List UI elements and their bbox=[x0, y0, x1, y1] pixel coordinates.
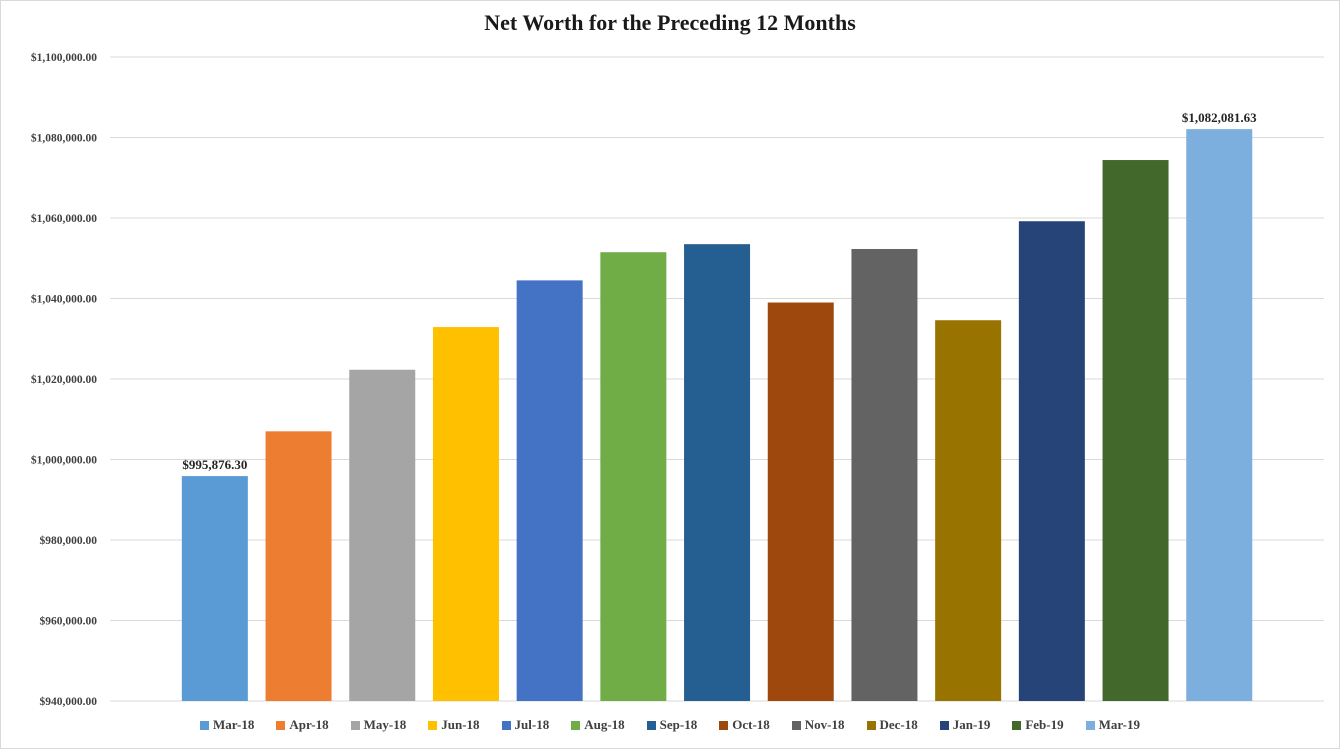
legend-label: Dec-18 bbox=[879, 717, 918, 732]
legend-label: Feb-19 bbox=[1025, 717, 1064, 732]
legend-item: Dec-18 bbox=[866, 717, 918, 733]
legend-swatch bbox=[1085, 720, 1095, 730]
legend-swatch bbox=[428, 720, 438, 730]
data-label: $1,082,081.63 bbox=[1182, 110, 1257, 125]
legend-item: Aug-18 bbox=[571, 717, 625, 733]
legend-swatch bbox=[939, 720, 949, 730]
legend-item: Apr-18 bbox=[276, 717, 329, 733]
legend-swatch bbox=[350, 720, 360, 730]
legend: Mar-18 Apr-18 May-18 Jun-18 Jul-18 Aug-18 Sep-… bbox=[0, 717, 1340, 733]
legend-label: Jun-18 bbox=[441, 717, 480, 732]
bar-feb-19 bbox=[1102, 160, 1169, 702]
legend-label: Apr-18 bbox=[289, 717, 329, 732]
legend-swatch bbox=[276, 720, 286, 730]
bar-jan-19 bbox=[1018, 221, 1085, 701]
bars bbox=[181, 129, 1253, 702]
y-tick-label: $1,020,000.00 bbox=[31, 373, 97, 386]
legend-label: May-18 bbox=[363, 717, 407, 732]
legend-item: Jul-18 bbox=[501, 717, 550, 733]
legend-label: Nov-18 bbox=[804, 717, 845, 732]
legend-label: Jan-19 bbox=[952, 717, 991, 732]
legend-swatch bbox=[501, 720, 511, 730]
legend-label: Aug-18 bbox=[584, 717, 625, 732]
legend-item: Jan-19 bbox=[939, 717, 991, 733]
y-tick-label: $1,100,000.00 bbox=[31, 51, 97, 64]
bar-nov-18 bbox=[851, 248, 918, 701]
bar-sep-18 bbox=[684, 244, 751, 701]
legend-item: Mar-19 bbox=[1085, 717, 1140, 733]
legend-swatch bbox=[1012, 720, 1022, 730]
y-tick-label: $980,000.00 bbox=[40, 534, 98, 547]
legend-item: Jun-18 bbox=[428, 717, 480, 733]
legend-item: May-18 bbox=[350, 717, 407, 733]
legend-swatch bbox=[200, 720, 209, 730]
y-tick-label: $1,040,000.00 bbox=[31, 293, 97, 306]
bar-mar-18 bbox=[181, 476, 248, 701]
y-tick-label: $940,000.00 bbox=[40, 695, 98, 708]
legend-swatch bbox=[719, 720, 729, 730]
y-axis-tick-labels: $940,000.00 $960,000.00 $980,000.00 $1,000,… bbox=[31, 51, 97, 708]
bar-dec-18 bbox=[935, 320, 1002, 701]
legend-swatch bbox=[866, 720, 876, 730]
bar-oct-18 bbox=[767, 302, 834, 701]
legend-label: Oct-18 bbox=[732, 717, 770, 732]
bar-jul-18 bbox=[516, 280, 583, 701]
y-tick-label: $1,060,000.00 bbox=[31, 212, 97, 225]
bar-may-18 bbox=[349, 369, 416, 701]
legend-item: Nov-18 bbox=[791, 717, 845, 733]
legend-swatch bbox=[791, 720, 801, 730]
bar-jun-18 bbox=[432, 327, 499, 701]
y-tick-label: $1,080,000.00 bbox=[31, 132, 97, 145]
legend-label: Mar-18 bbox=[213, 717, 255, 732]
chart-title: Net Worth for the Preceding 12 Months bbox=[484, 10, 856, 35]
legend-label: Mar-19 bbox=[1098, 717, 1140, 732]
data-label: $995,876.30 bbox=[182, 457, 247, 472]
data-labels: $995,876.30 $1,082,081.63 bbox=[182, 110, 1257, 472]
legend-label: Jul-18 bbox=[514, 717, 550, 732]
legend-item: Sep-18 bbox=[646, 717, 698, 733]
bar-apr-18 bbox=[265, 431, 332, 701]
y-tick-label: $1,000,000.00 bbox=[31, 454, 97, 467]
legend-swatch bbox=[646, 720, 656, 730]
y-tick-label: $960,000.00 bbox=[40, 615, 98, 628]
legend-item: Oct-18 bbox=[719, 717, 770, 733]
bar-mar-19 bbox=[1186, 129, 1253, 701]
legend-item: Feb-19 bbox=[1012, 717, 1064, 733]
legend-label: Sep-18 bbox=[659, 717, 698, 732]
legend-item: Mar-18 bbox=[200, 717, 254, 733]
legend-swatch bbox=[571, 720, 581, 730]
bar-aug-18 bbox=[600, 252, 667, 701]
